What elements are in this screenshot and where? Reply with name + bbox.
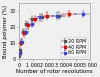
Legend: 20 RPM, 40 RPM, 60 RPM: 20 RPM, 40 RPM, 60 RPM: [61, 38, 88, 57]
Y-axis label: Bound polymer (%): Bound polymer (%): [3, 5, 8, 58]
X-axis label: Number of rotor revolutions: Number of rotor revolutions: [16, 69, 93, 74]
